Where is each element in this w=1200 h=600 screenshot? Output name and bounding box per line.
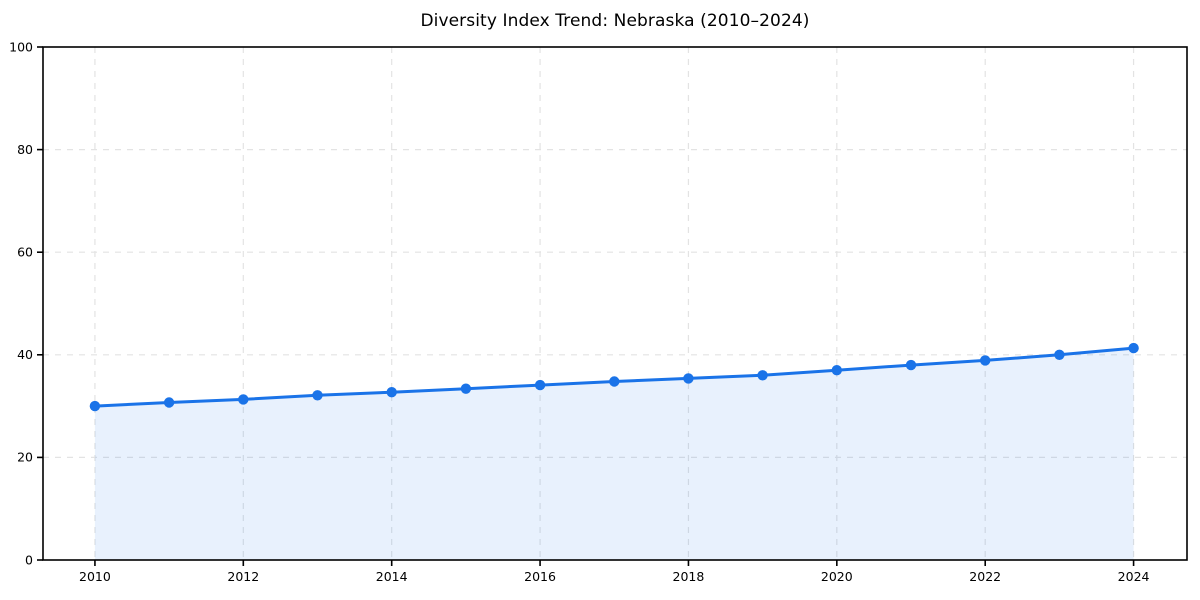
data-point-2018	[683, 373, 694, 384]
x-axis-tick-label: 2010	[79, 569, 111, 584]
x-axis-tick-label: 2016	[524, 569, 556, 584]
x-axis-tick-label: 2018	[673, 569, 705, 584]
data-point-2023	[1054, 349, 1065, 360]
y-axis-tick-label: 40	[17, 347, 33, 362]
data-point-2019	[757, 370, 768, 381]
data-point-2022	[980, 355, 991, 366]
x-axis-tick-label: 2014	[376, 569, 408, 584]
data-point-2017	[609, 376, 620, 387]
y-axis-tick-label: 20	[17, 450, 33, 465]
y-axis-tick-label: 0	[25, 552, 33, 567]
y-axis-tick-label: 100	[9, 39, 33, 54]
x-axis-tick-label: 2020	[821, 569, 853, 584]
data-point-2016	[534, 379, 546, 391]
data-point-2010	[89, 400, 101, 412]
x-axis-tick-label: 2024	[1118, 569, 1150, 584]
y-axis-tick-label: 80	[17, 142, 33, 157]
data-point-2014	[386, 387, 397, 398]
data-point-2011	[163, 397, 175, 408]
x-axis-tick-label: 2022	[969, 569, 1001, 584]
chart-title: Diversity Index Trend: Nebraska (2010–20…	[420, 11, 810, 31]
data-point-2020	[831, 365, 842, 376]
data-point-2013	[312, 390, 323, 401]
area-fill	[94, 348, 1134, 560]
data-point-2024	[1128, 342, 1139, 354]
y-axis-tick-label: 60	[17, 245, 33, 260]
data-point-2015	[460, 383, 472, 394]
data-point-2021	[905, 359, 917, 371]
plot-border	[42, 46, 1188, 561]
x-axis-tick-label: 2012	[227, 569, 259, 584]
data-point-2012	[238, 394, 249, 405]
